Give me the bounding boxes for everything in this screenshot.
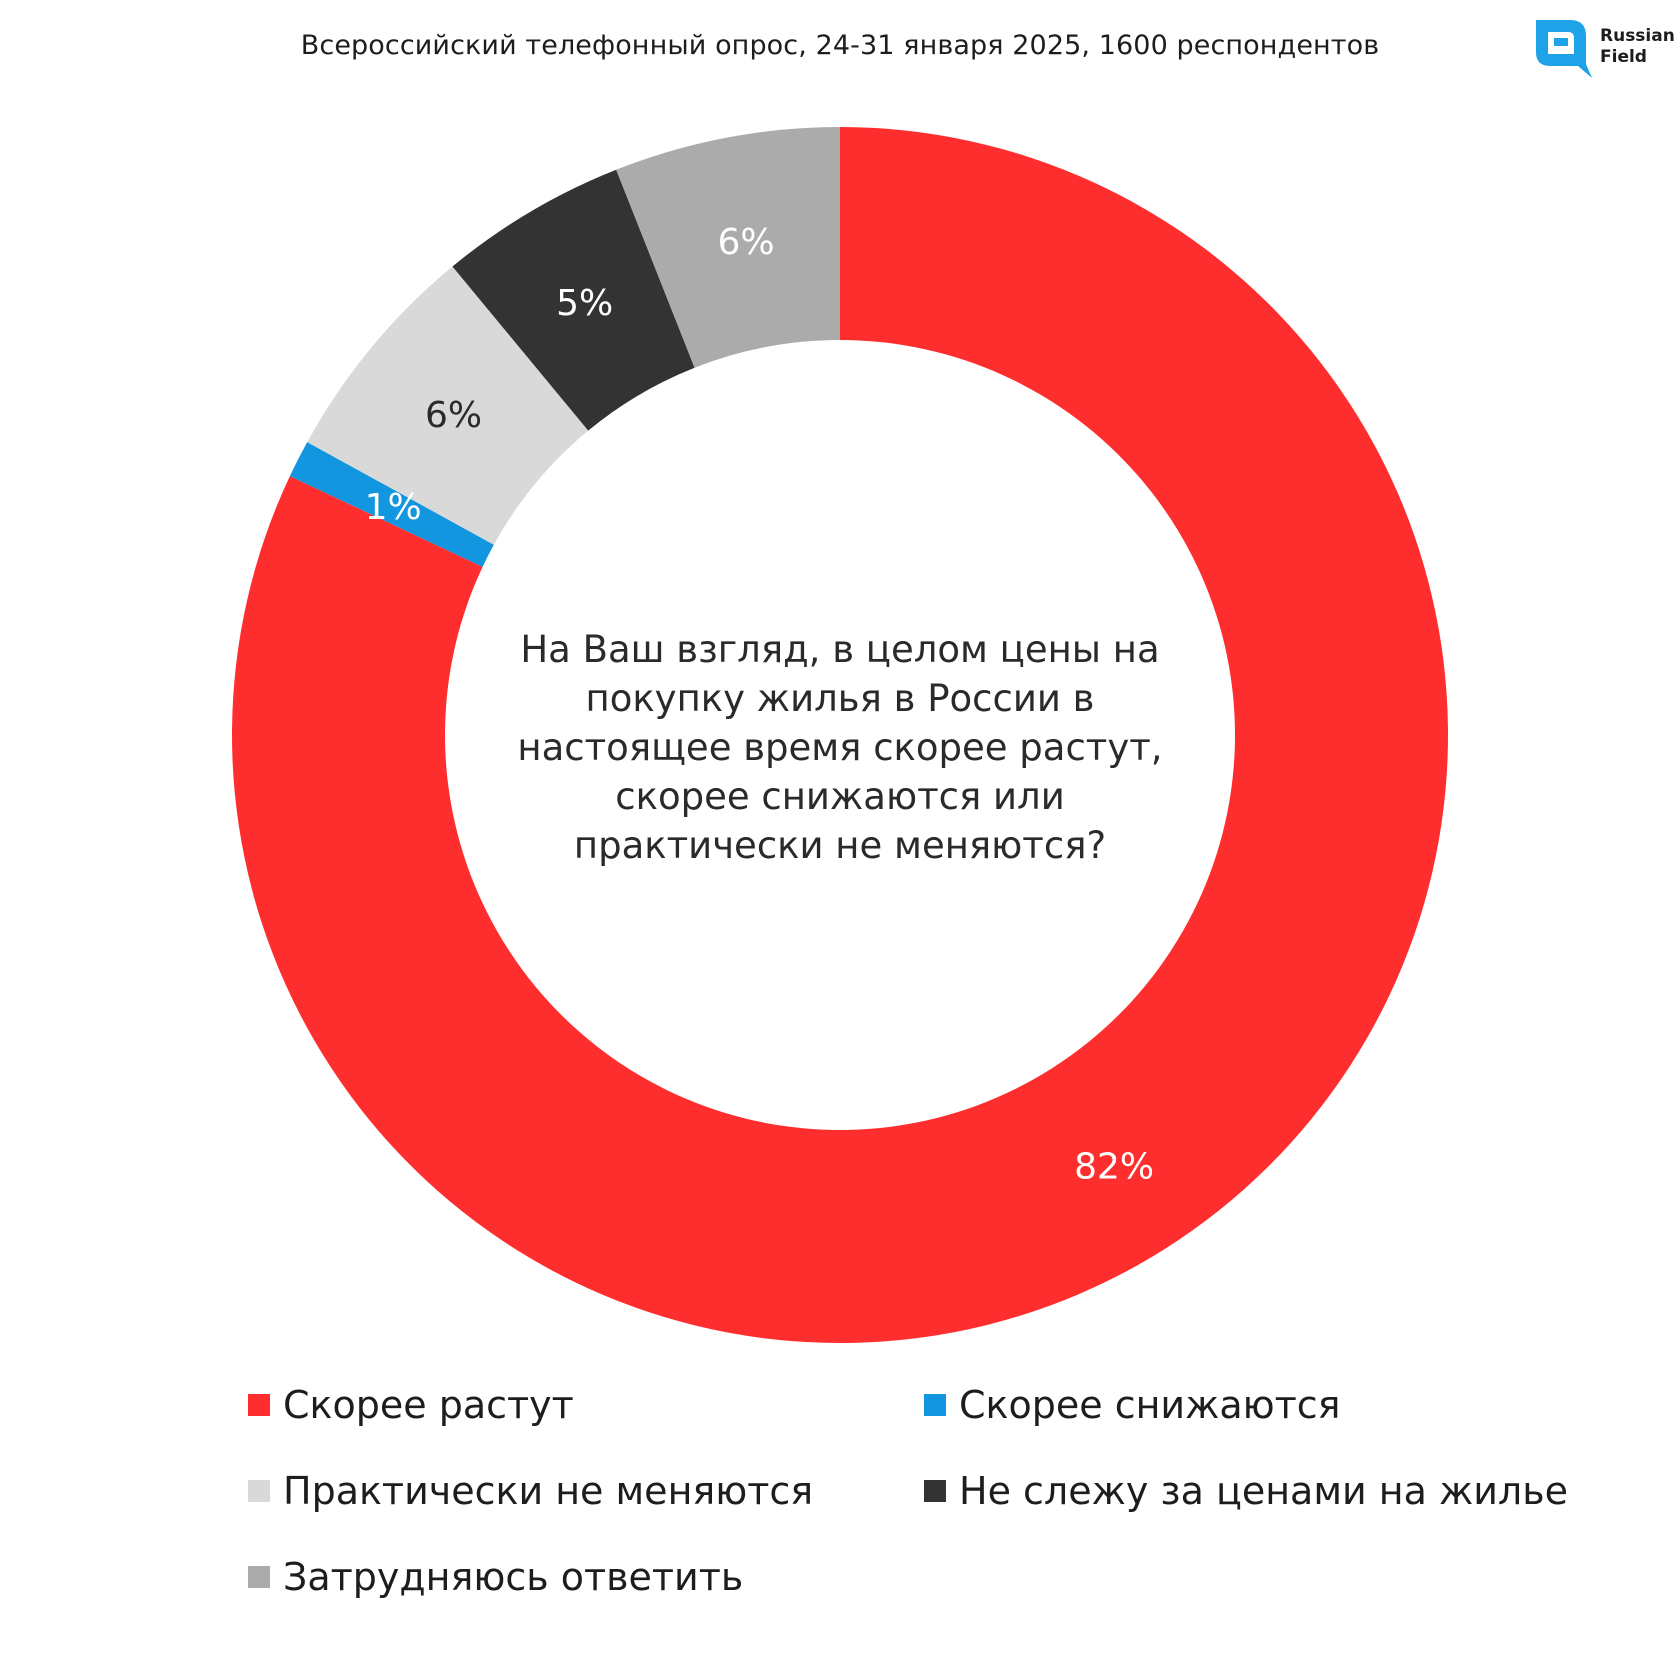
- legend-label-4: Затрудняюсь ответить: [283, 1555, 744, 1599]
- donut-slices: [231, 127, 1448, 1344]
- legend-item-3: Не слежу за ценами на жилье: [924, 1466, 1568, 1516]
- legend-swatch-1: [924, 1394, 946, 1416]
- legend-label-3: Не слежу за ценами на жилье: [959, 1469, 1568, 1513]
- donut-data-label-3: 5%: [556, 283, 613, 324]
- legend-item-1: Скорее снижаются: [924, 1380, 1341, 1430]
- donut-data-label-2: 6%: [425, 395, 482, 436]
- donut-slice-2: [307, 266, 589, 545]
- legend-item-2: Практически не меняются: [248, 1466, 813, 1516]
- logo-text-line1: Russian: [1600, 26, 1675, 46]
- donut-data-labels: 82% 1% 6% 5% 6%: [365, 222, 1154, 1187]
- donut-slice-4: [616, 127, 840, 368]
- logo-text: Russian Field: [1600, 26, 1675, 68]
- donut-data-label-0: 82%: [1074, 1146, 1154, 1187]
- donut-slice-0: [231, 127, 1448, 1344]
- donut-data-label-4: 6%: [717, 222, 774, 263]
- survey-question: На Ваш взгляд, в целом цены на покупку ж…: [517, 628, 1163, 867]
- logo-text-line2: Field: [1600, 47, 1647, 67]
- legend-item-4: Затрудняюсь ответить: [248, 1552, 743, 1602]
- donut-slice-3: [452, 169, 695, 431]
- chart-subtitle: Всероссийский телефонный опрос, 24-31 ян…: [300, 30, 1380, 61]
- donut-slice-1: [289, 442, 494, 567]
- legend-label-2: Практически не меняются: [283, 1469, 814, 1513]
- legend-item-0: Скорее растут: [248, 1380, 574, 1430]
- legend-swatch-4: [248, 1566, 270, 1588]
- legend-swatch-2: [248, 1480, 270, 1502]
- legend-label-0: Скорее растут: [283, 1383, 574, 1427]
- logo-mark-icon: [1536, 20, 1592, 78]
- russian-field-logo: Russian Field: [1530, 16, 1680, 86]
- legend-label-1: Скорее снижаются: [959, 1383, 1341, 1427]
- legend-swatch-3: [924, 1480, 946, 1502]
- legend-swatch-0: [248, 1394, 270, 1416]
- donut-data-label-1: 1%: [365, 487, 422, 528]
